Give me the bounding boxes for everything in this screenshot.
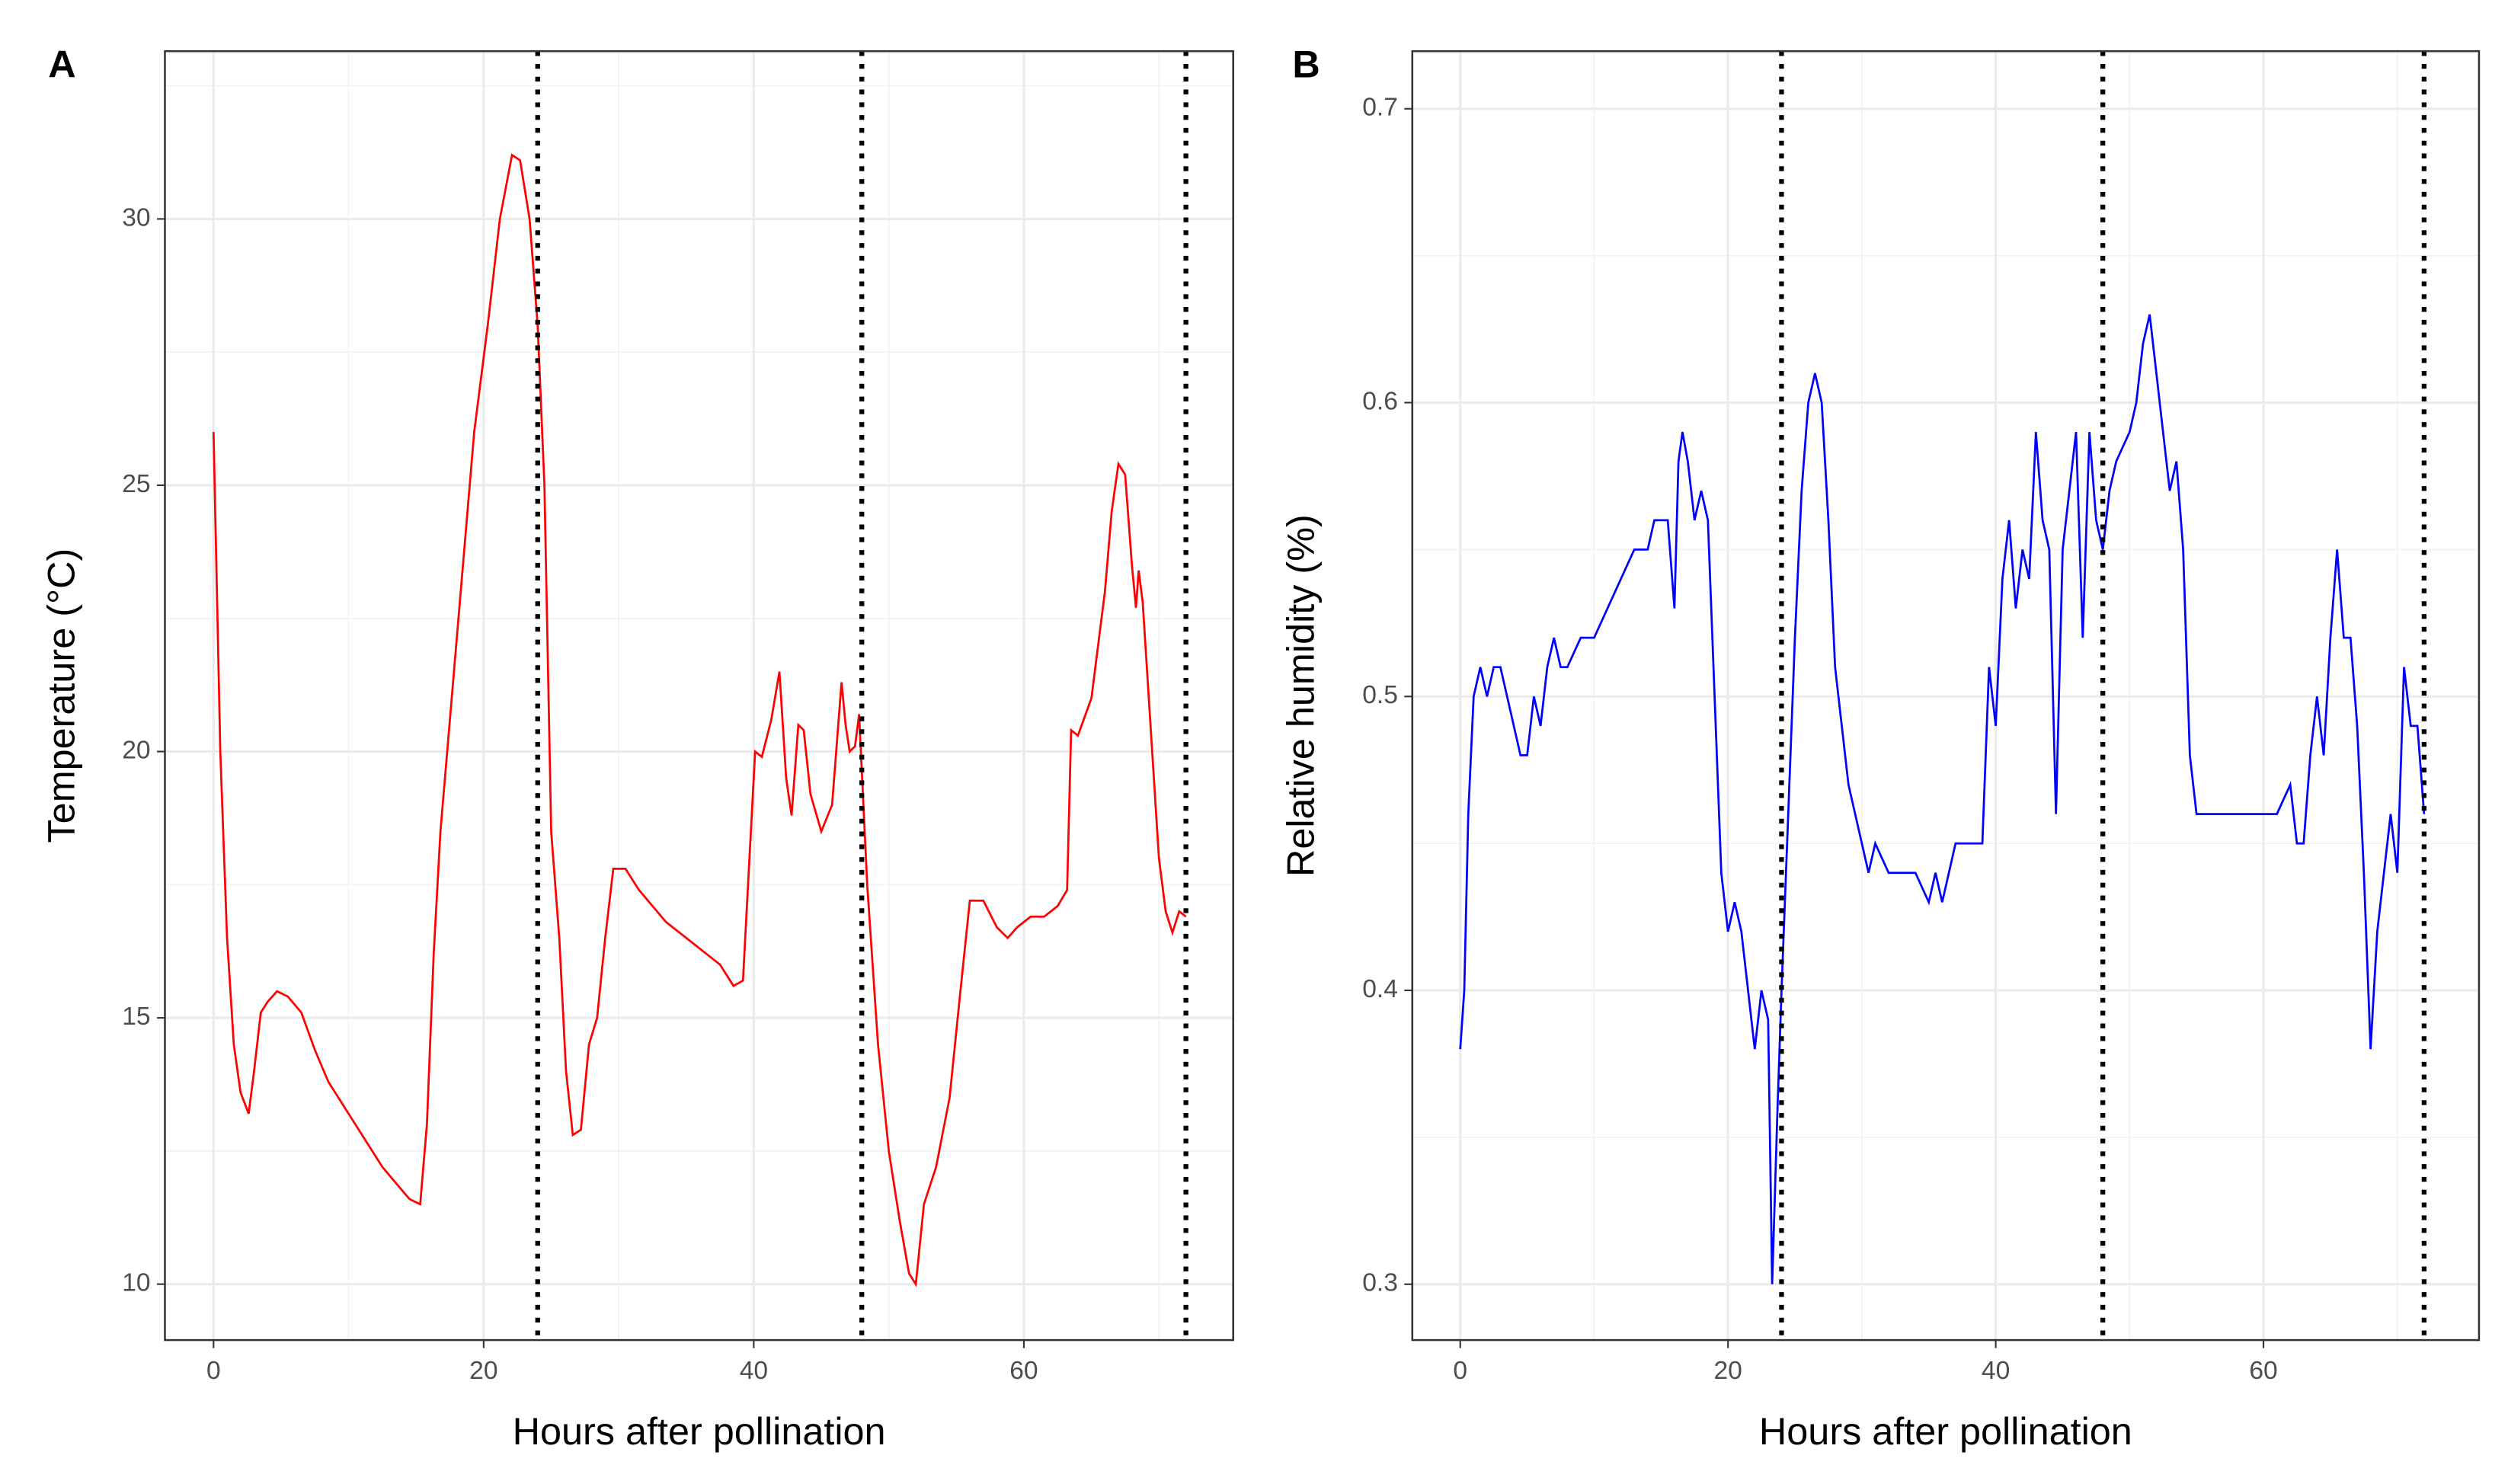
x-tick-label: 60 (2249, 1357, 2277, 1385)
y-axis-title: Relative humidity (%) (1278, 514, 1322, 877)
y-tick-label: 0.7 (1362, 94, 1398, 122)
x-tick-label: 60 (1009, 1357, 1038, 1385)
x-axis-title: Hours after pollination (1759, 1409, 2132, 1453)
y-tick-label: 0.4 (1362, 975, 1398, 1003)
data-line (1459, 314, 2426, 1284)
y-tick-label: 20 (122, 736, 150, 764)
plot-border (1411, 50, 2481, 1342)
plot-border (164, 50, 1234, 1342)
x-tick-label: 20 (1713, 1357, 1742, 1385)
x-axis-title: Hours after pollination (513, 1409, 886, 1453)
y-tick-label: 25 (122, 470, 150, 498)
y-tick-label: 0.5 (1362, 681, 1398, 709)
y-tick-label: 30 (122, 203, 150, 232)
y-tick-label: 0.6 (1362, 387, 1398, 415)
data-line (212, 153, 1187, 1287)
x-tick-label: 40 (1982, 1357, 2010, 1385)
x-tick-label: 40 (740, 1357, 768, 1385)
x-tick-label: 20 (469, 1357, 497, 1385)
x-tick-label: 0 (1453, 1357, 1467, 1385)
plot-background (165, 51, 1233, 1341)
panel-label: B (1292, 42, 1320, 85)
panel-label: A (48, 42, 75, 85)
y-tick-label: 0.3 (1362, 1269, 1398, 1297)
y-tick-label: 10 (122, 1269, 150, 1297)
y-tick-label: 15 (122, 1003, 150, 1031)
x-tick-label: 0 (206, 1357, 221, 1385)
y-axis-title: Temperature (°C) (40, 549, 83, 843)
